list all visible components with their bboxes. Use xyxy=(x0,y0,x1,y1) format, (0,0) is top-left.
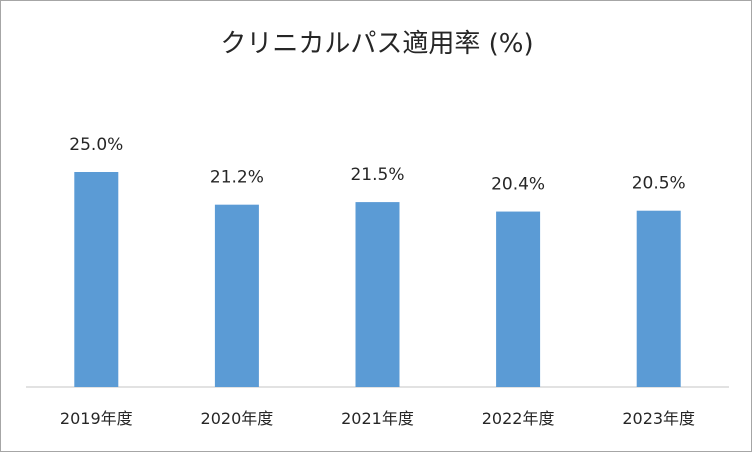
x-tick-label-5: 2023年度 xyxy=(622,409,695,428)
chart-title: クリニカルパス適用率 (%) xyxy=(220,29,534,59)
x-tick-label-3: 2021年度 xyxy=(341,409,414,428)
bar-3 xyxy=(355,202,400,387)
x-tick-label-4: 2022年度 xyxy=(482,409,555,428)
data-label-2: 21.2% xyxy=(210,168,264,188)
x-tick-label-2: 2020年度 xyxy=(201,409,274,428)
bar-5 xyxy=(636,210,681,387)
data-label-3: 21.5% xyxy=(350,165,404,185)
data-label-5: 20.5% xyxy=(632,174,686,194)
bar-2 xyxy=(214,204,259,387)
bar-1 xyxy=(74,172,119,387)
data-label-1: 25.0% xyxy=(69,135,123,155)
data-label-4: 20.4% xyxy=(491,175,545,195)
bar-4 xyxy=(496,211,541,387)
x-tick-label-1: 2019年度 xyxy=(60,409,133,428)
